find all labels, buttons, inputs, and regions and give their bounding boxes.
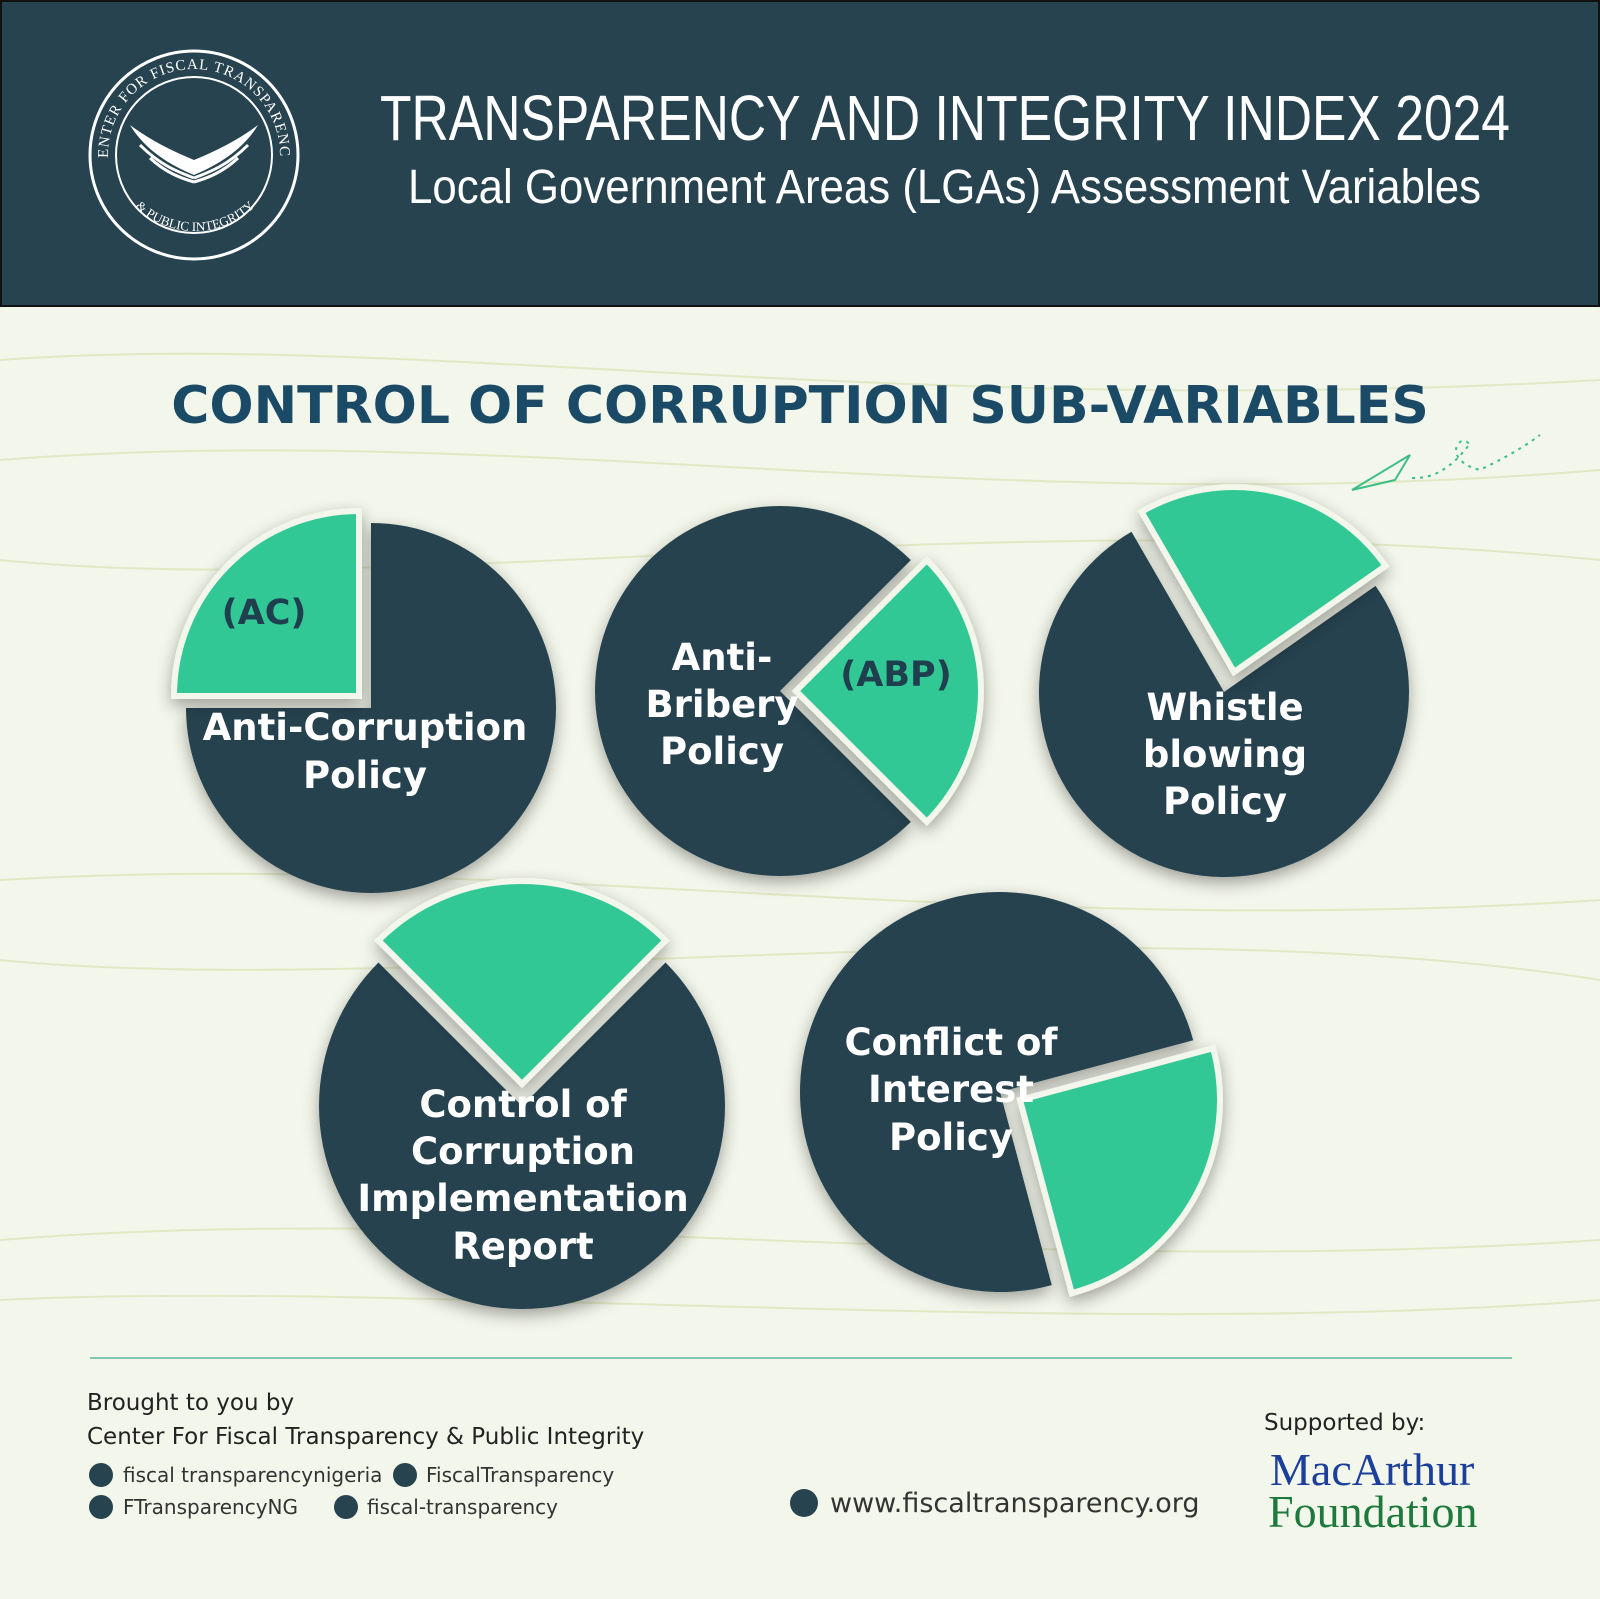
circle-label: Corruption xyxy=(411,1130,635,1173)
supported-by: Supported by: xyxy=(1264,1410,1425,1436)
circle-label: Anti-Corruption xyxy=(203,706,528,749)
pie-wedge xyxy=(170,507,362,699)
circle-label: blowing xyxy=(1143,733,1307,776)
sponsor-line1: MacArthur xyxy=(1270,1444,1474,1495)
pie-body xyxy=(799,892,1194,1292)
pie-wedge xyxy=(791,555,984,827)
x-handle[interactable]: FTransparencyNG xyxy=(123,1495,298,1519)
pie-body xyxy=(186,523,556,893)
circle-label: Bribery xyxy=(645,683,798,726)
circle-label: Interest xyxy=(868,1068,1034,1111)
circles: Anti-CorruptionPolicy(AC)Anti-BriberyPol… xyxy=(170,484,1409,1310)
paper-plane xyxy=(1351,434,1541,491)
circle-tag: (AC) xyxy=(222,593,307,633)
circle-tag: (ABP) xyxy=(840,655,951,695)
circle-label: Policy xyxy=(889,1116,1013,1159)
circle-label: Implementation xyxy=(357,1177,688,1220)
organization: Center For Fiscal Transparency & Public … xyxy=(87,1424,644,1450)
website[interactable]: www.fiscaltransparency.org xyxy=(830,1488,1199,1519)
pie-wedge xyxy=(374,878,670,1089)
pie-body xyxy=(595,505,911,876)
social-icons xyxy=(89,1463,818,1519)
pie-body xyxy=(1038,531,1409,877)
title: TRANSPARENCY AND INTEGRITY INDEX 2024 xyxy=(380,82,1510,154)
circle-label: Policy xyxy=(1163,780,1287,823)
subtitle: Local Government Areas (LGAs) Assessment… xyxy=(408,161,1481,214)
facebook[interactable]: FiscalTransparency xyxy=(426,1463,614,1487)
circle-label: Anti- xyxy=(672,636,773,679)
pie-wedge xyxy=(1137,484,1390,677)
circle-label: Whistle xyxy=(1146,686,1303,729)
pie-wedge xyxy=(1016,1044,1223,1297)
circle-label: Policy xyxy=(303,754,427,797)
instagram[interactable]: fiscal transparencynigeria xyxy=(123,1463,382,1487)
brought-by: Brought to you by xyxy=(87,1390,294,1416)
circle-label: Report xyxy=(452,1225,593,1268)
logo xyxy=(88,49,300,261)
circle-label: Conflict of xyxy=(844,1021,1058,1064)
circle-label: Control of xyxy=(419,1083,627,1126)
linkedin[interactable]: fiscal-transparency xyxy=(367,1495,558,1519)
sponsor-line2: Foundation xyxy=(1268,1486,1478,1537)
section-title: CONTROL OF CORRUPTION SUB-VARIABLES xyxy=(171,376,1429,436)
pie-body xyxy=(319,962,726,1310)
header-band xyxy=(0,0,1600,307)
circle-label: Policy xyxy=(660,730,784,773)
